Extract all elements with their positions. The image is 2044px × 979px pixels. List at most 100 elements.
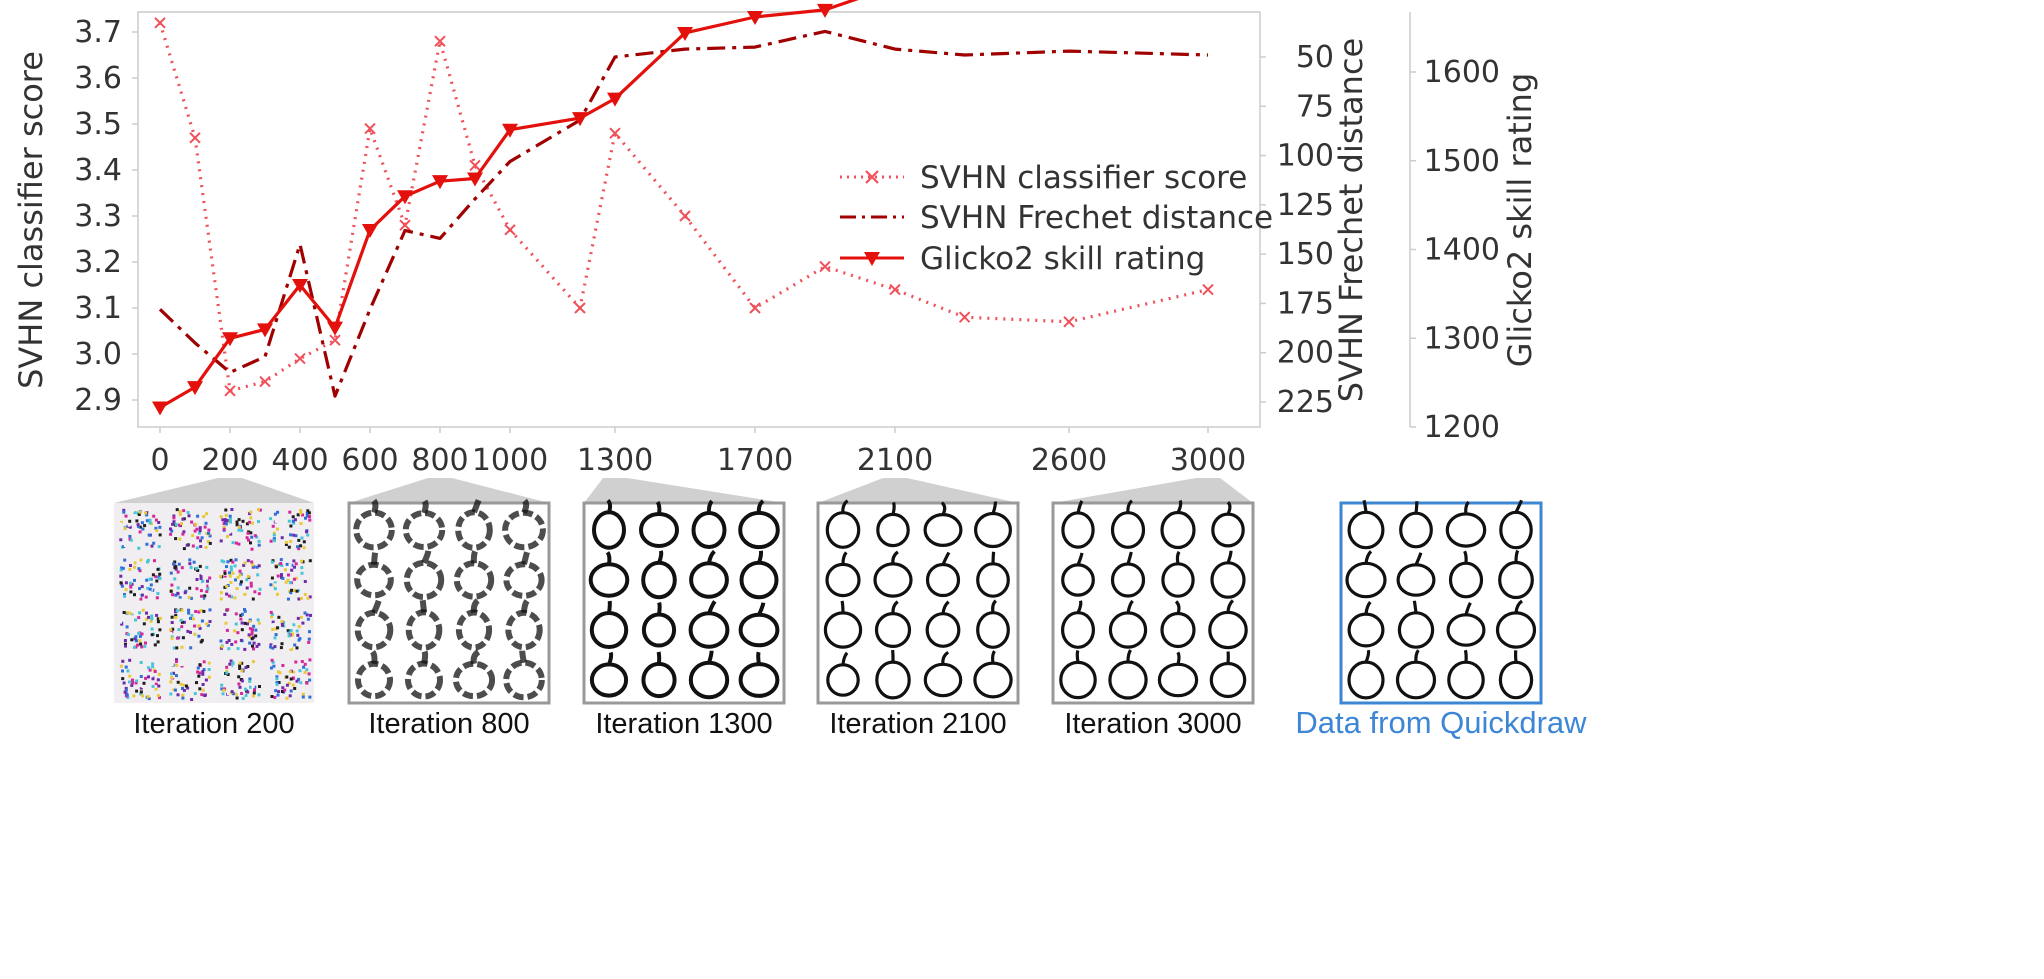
series-layer: [152, 0, 1214, 416]
noise-pixel: [256, 573, 260, 577]
apple-stem: [1226, 599, 1235, 613]
noise-pixel: [133, 637, 137, 641]
noise-pixel: [227, 647, 231, 651]
noise-pixel: [150, 633, 154, 637]
noise-pixel: [121, 617, 125, 621]
noise-pixel: [169, 692, 173, 696]
apple-stem: [421, 499, 429, 515]
apple-stem: [1364, 649, 1371, 663]
noise-pixel: [308, 559, 312, 563]
noise-pixel: [252, 660, 255, 664]
noise-pixel: [201, 688, 205, 692]
noise-pixel: [208, 584, 212, 588]
noise-pixel: [158, 525, 162, 529]
noise-pixel: [195, 578, 199, 581]
series-point-triangle: [362, 223, 378, 238]
noise-pixel: [183, 591, 187, 595]
apple-doodle: [452, 660, 496, 700]
noise-pixel: [208, 576, 212, 580]
noise-pixel: [306, 509, 310, 513]
noise-pixel: [128, 534, 132, 538]
noise-pixel: [174, 616, 178, 619]
noise-pixel: [234, 622, 238, 626]
noise-pixel: [236, 647, 240, 651]
noise-pixel: [123, 639, 127, 642]
apple-stem: [707, 549, 716, 564]
noise-pixel: [296, 633, 300, 637]
noise-pixel: [143, 524, 147, 528]
noise-pixel: [219, 539, 223, 543]
noise-pixel: [172, 514, 176, 518]
noise-pixel: [221, 692, 225, 696]
noise-pixel: [254, 634, 258, 638]
right-tick-label: 75: [1296, 89, 1334, 124]
noise-pixel: [207, 668, 211, 671]
noise-pixel: [154, 682, 158, 686]
noise-pixel: [288, 670, 292, 674]
noise-pixel: [252, 565, 256, 569]
noise-pixel: [290, 568, 294, 572]
noise-pixel: [300, 559, 304, 563]
noise-pixel: [285, 594, 289, 598]
apple-stem: [521, 551, 530, 565]
noise-pixel: [270, 658, 274, 662]
noise-pixel: [228, 517, 232, 521]
noise-pixel: [196, 670, 200, 674]
noise-pixel: [284, 644, 288, 648]
noise-pixel: [125, 625, 129, 629]
noise-pixel: [193, 632, 197, 636]
noise-pixel: [123, 594, 127, 598]
noise-pixel: [286, 677, 290, 681]
noise-pixel: [246, 531, 250, 535]
left-tick-label: 3.1: [74, 291, 122, 326]
apple-stem: [521, 498, 530, 515]
right-axis-label: SVHN Frechet distance: [1332, 38, 1370, 402]
noise-pixel: [200, 536, 204, 540]
x-tick-label: 3000: [1170, 443, 1246, 478]
noise-pixel: [240, 612, 244, 616]
noise-pixel: [241, 536, 245, 540]
noise-pixel: [119, 568, 123, 572]
noise-pixel: [291, 515, 295, 519]
noise-pixel: [285, 696, 289, 700]
noise-pixel: [201, 670, 205, 673]
noise-pixel: [155, 579, 159, 583]
thumbnail-caption: Iteration 2100: [829, 708, 1006, 740]
noise-pixel: [299, 544, 303, 548]
noise-pixel: [207, 528, 211, 532]
noise-pixel: [295, 646, 299, 650]
noise-pixel: [206, 584, 210, 588]
noise-pixel: [119, 581, 123, 585]
noise-pixel: [237, 518, 241, 522]
noise-pixel: [307, 511, 311, 515]
apple-doodle: [1499, 510, 1533, 550]
noise-pixel: [122, 510, 126, 514]
noise-pixel: [200, 619, 204, 623]
noise-pixel: [193, 624, 197, 628]
noise-pixel: [248, 627, 252, 631]
noise-pixel: [144, 641, 147, 645]
noise-pixel: [257, 592, 261, 596]
noise-pixel: [237, 528, 241, 532]
noise-pixel: [243, 592, 247, 596]
noise-pixel: [145, 617, 149, 621]
noise-pixel: [229, 659, 233, 663]
noise-pixel: [219, 547, 223, 551]
legend-entry-frechet: SVHN Frechet distance: [840, 200, 1273, 236]
noise-pixel: [257, 640, 261, 644]
legend-entry-classifier: SVHN classifier score: [840, 160, 1247, 196]
noise-pixel: [291, 677, 295, 680]
noise-pixel: [170, 621, 174, 624]
legend-entry-glicko: Glicko2 skill rating: [840, 241, 1205, 277]
noise-pixel: [133, 565, 136, 569]
series-point-x: [329, 334, 341, 346]
thumbnail-panel: Iteration 2100: [816, 478, 1020, 740]
noise-pixel: [231, 541, 235, 545]
noise-pixel: [223, 518, 227, 522]
noise-pixel: [124, 688, 128, 692]
noise-pixel: [132, 645, 136, 649]
noise-pixel: [272, 531, 276, 535]
noise-pixel: [292, 577, 296, 581]
noise-pixel: [244, 693, 248, 697]
left-tick-label: 3.4: [74, 153, 122, 188]
